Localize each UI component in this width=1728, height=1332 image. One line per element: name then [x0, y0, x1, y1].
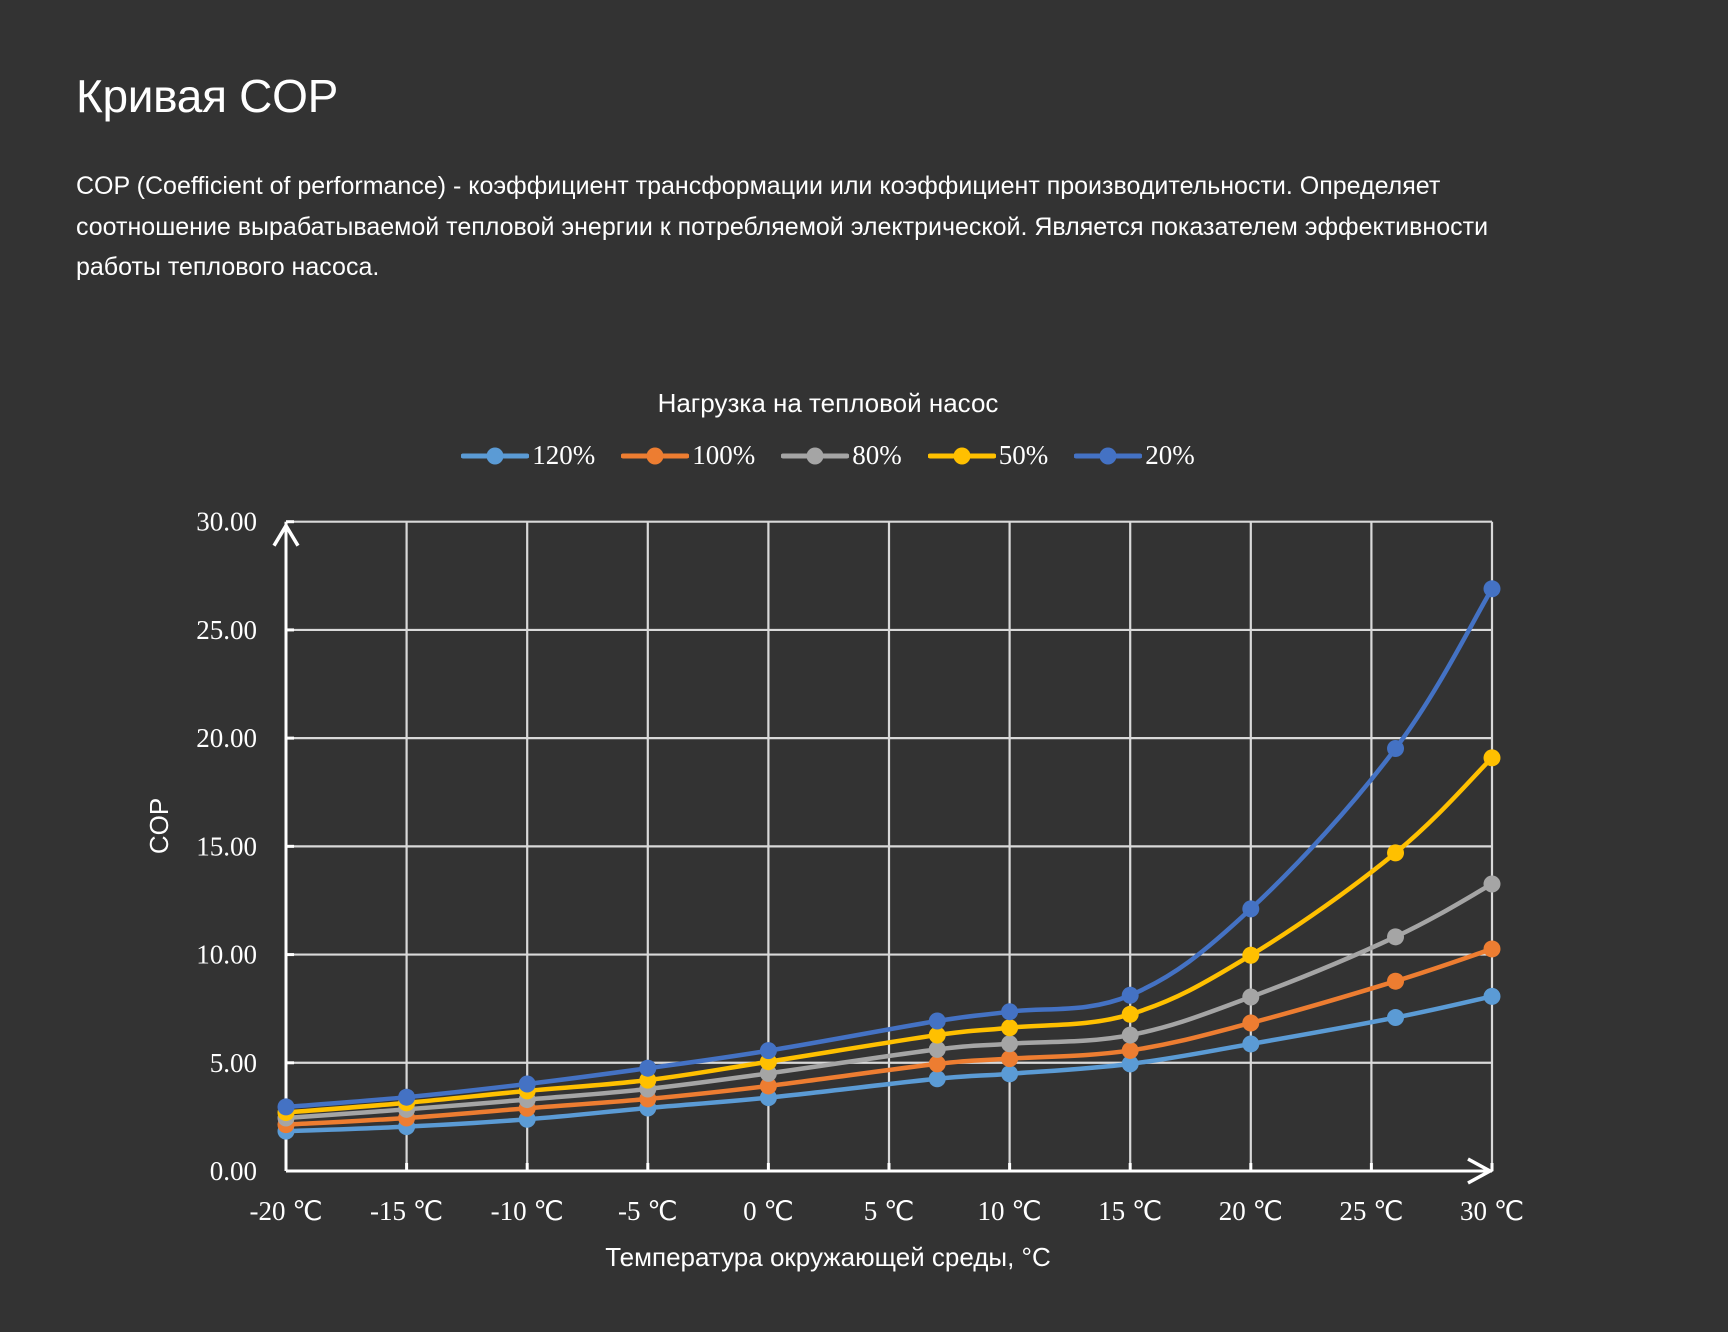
data-point-20% [1242, 900, 1260, 918]
legend-label: 100% [692, 440, 756, 470]
legend-marker-icon [781, 447, 850, 464]
data-point-80% [1242, 988, 1260, 1006]
x-tick-label: -10 ℃ [491, 1196, 564, 1226]
legend-item[interactable]: 20% [1074, 440, 1195, 471]
data-point-20% [1387, 740, 1405, 758]
x-tick-label: -5 ℃ [618, 1196, 678, 1226]
data-point-120% [928, 1070, 946, 1088]
x-tick-label: -20 ℃ [249, 1196, 322, 1226]
data-point-100% [1483, 940, 1501, 958]
y-tick-label: 10.00 [196, 940, 257, 970]
data-point-80% [1483, 875, 1501, 893]
data-point-80% [1387, 928, 1405, 946]
data-point-50% [928, 1026, 946, 1044]
y-tick-label: 20.00 [196, 723, 257, 753]
data-point-50% [1387, 844, 1405, 862]
data-point-80% [1001, 1035, 1019, 1053]
x-tick-label: -15 ℃ [370, 1196, 443, 1226]
data-point-80% [759, 1064, 777, 1082]
data-point-20% [639, 1059, 657, 1077]
legend-item[interactable]: 100% [621, 440, 755, 471]
legend-item[interactable]: 80% [781, 440, 902, 471]
data-point-120% [759, 1089, 777, 1107]
data-point-20% [1121, 986, 1139, 1004]
data-point-50% [1121, 1005, 1139, 1023]
data-point-100% [1001, 1050, 1019, 1068]
legend-marker-icon [1074, 447, 1143, 464]
legend-item[interactable]: 50% [927, 440, 1049, 471]
y-tick-label: 30.00 [196, 507, 257, 537]
x-tick-label: 0 ℃ [743, 1196, 794, 1226]
data-point-80% [928, 1040, 946, 1058]
data-point-100% [1242, 1014, 1260, 1032]
y-tick-label: 0.00 [210, 1156, 257, 1186]
y-axis-arrow-icon [272, 522, 300, 547]
intro-paragraph: COP (Coefficient of performance) - коэфф… [76, 172, 1489, 281]
data-point-120% [1001, 1065, 1019, 1083]
legend-marker-icon [927, 447, 996, 464]
page-title: Кривая COP [76, 70, 338, 122]
x-tick-label: 15 ℃ [1098, 1196, 1162, 1226]
y-axis-title: COP [144, 798, 174, 854]
chart-title: Нагрузка на тепловой насос [657, 388, 999, 418]
legend-label: 80% [852, 440, 902, 470]
data-point-20% [398, 1088, 416, 1106]
legend-item[interactable]: 120% [461, 440, 595, 471]
x-axis-title: Температура окружающей среды, °C [605, 1242, 1050, 1272]
data-point-20% [1483, 580, 1501, 598]
data-point-20% [277, 1098, 295, 1116]
legend-label: 20% [1145, 440, 1195, 470]
x-tick-label: 30 ℃ [1460, 1196, 1524, 1226]
x-tick-label: 10 ℃ [978, 1196, 1042, 1226]
data-point-120% [1483, 987, 1501, 1005]
data-point-50% [1242, 946, 1260, 964]
legend-marker-icon [461, 447, 530, 464]
legend-label: 50% [998, 440, 1049, 470]
x-tick-label: 25 ℃ [1339, 1196, 1403, 1226]
data-point-80% [1121, 1026, 1139, 1044]
data-point-100% [928, 1055, 946, 1073]
data-point-120% [1242, 1035, 1260, 1053]
chart-legend: 120% 100% 80% 50% 20% [0, 440, 1656, 471]
data-point-20% [1001, 1003, 1019, 1021]
data-point-50% [1001, 1019, 1019, 1037]
data-point-120% [1121, 1055, 1139, 1073]
data-point-100% [1121, 1041, 1139, 1059]
data-point-20% [518, 1075, 536, 1093]
data-point-50% [639, 1071, 657, 1089]
x-axis-arrow-icon [1467, 1157, 1494, 1185]
y-tick-label: 15.00 [196, 831, 257, 861]
data-point-120% [1387, 1009, 1405, 1027]
data-point-20% [928, 1012, 946, 1030]
y-tick-label: 25.00 [196, 615, 257, 645]
data-point-100% [1387, 972, 1405, 990]
data-point-20% [759, 1042, 777, 1060]
legend-marker-icon [621, 447, 690, 464]
x-tick-label: 5 ℃ [864, 1196, 915, 1226]
y-tick-label: 5.00 [210, 1048, 257, 1078]
data-point-50% [1483, 749, 1501, 767]
data-point-100% [759, 1077, 777, 1095]
x-tick-label: 20 ℃ [1219, 1196, 1283, 1226]
legend-label: 120% [532, 440, 596, 470]
